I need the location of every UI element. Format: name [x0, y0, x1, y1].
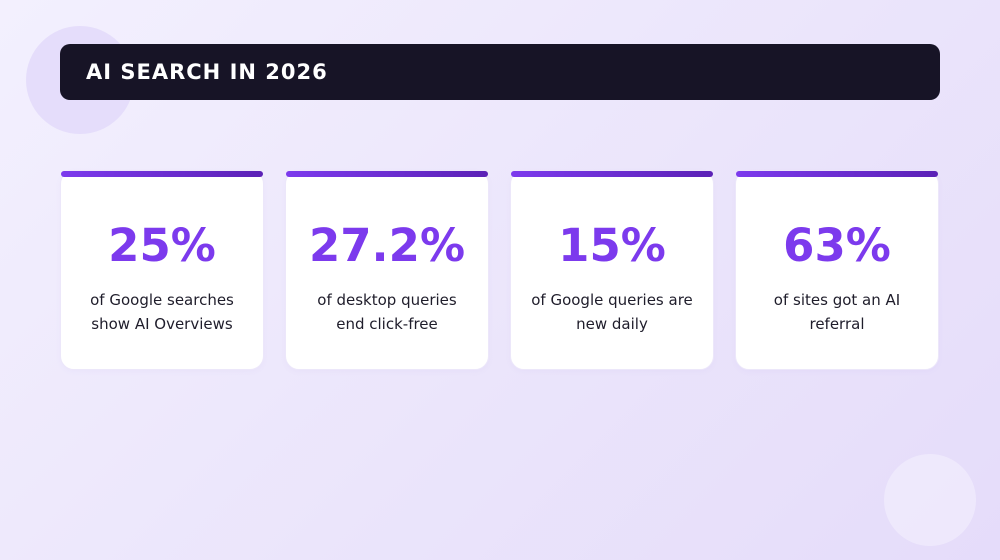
title-bar: AI SEARCH IN 2026 — [60, 44, 940, 100]
stat-value: 25% — [108, 219, 216, 272]
card-accent-bar — [286, 171, 488, 177]
stat-label: of Google queries are new daily — [531, 291, 693, 333]
stat-card-google-ai-overviews: 25% of Google searches show AI Overviews — [60, 170, 264, 370]
page-title: AI SEARCH IN 2026 — [86, 60, 328, 84]
stat-value: 27.2% — [308, 219, 466, 272]
stat-cards: 25% of Google searches show AI Overviews… — [60, 170, 940, 370]
stat-card-ai-referral: 63% of sites got an AI referral — [735, 170, 939, 370]
stat-card-click-free: 27.2% of desktop queries end click-free — [285, 170, 489, 370]
stat-card-new-queries: 15% of Google queries are new daily — [510, 170, 714, 370]
card-accent-bar — [61, 171, 263, 177]
stat-label: of desktop queries end click-free — [317, 291, 457, 333]
stat-value: 15% — [558, 219, 666, 272]
stat-label: of sites got an AI referral — [773, 291, 901, 333]
stat-value: 63% — [783, 219, 891, 272]
card-accent-bar — [736, 171, 938, 177]
card-accent-bar — [511, 171, 713, 177]
stat-label: of Google searches show AI Overviews — [90, 291, 234, 333]
decorative-circle — [884, 454, 976, 546]
